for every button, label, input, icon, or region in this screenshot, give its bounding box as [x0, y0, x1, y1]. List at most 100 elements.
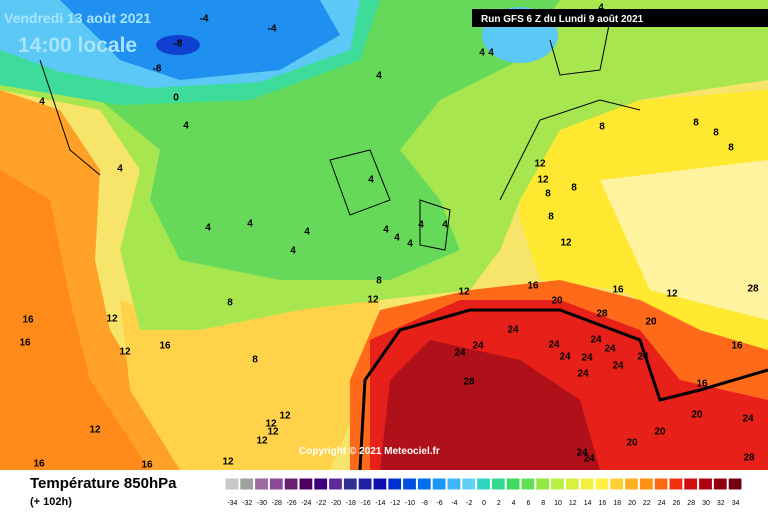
contour-label: 4 — [442, 220, 448, 231]
colorbar-swatch — [490, 477, 506, 491]
contour-label: 4 — [117, 164, 123, 175]
contour-label: 16 — [33, 459, 45, 470]
contour-label: 24 — [559, 352, 571, 363]
colorbar-swatch — [712, 477, 728, 491]
colorbar-label: -26 — [287, 500, 297, 507]
colorbar-swatch — [520, 477, 536, 491]
legend-title: Température 850hPa — [30, 475, 177, 492]
contour-label: 8 — [376, 276, 382, 287]
colorbar-swatch — [283, 477, 299, 491]
contour-label: 12 — [89, 425, 101, 436]
colorbar-swatch — [446, 477, 462, 491]
contour-label: 24 — [576, 448, 588, 459]
colorbar-label: 2 — [497, 500, 501, 507]
contour-label: 16 — [159, 341, 171, 352]
colorbar-label: 30 — [702, 500, 710, 507]
run-info: Run GFS 6 Z du Lundi 9 août 2021 — [481, 14, 644, 25]
contour-label: 4 — [407, 239, 413, 250]
colorbar-swatch — [668, 477, 684, 491]
contour-label: 16 — [527, 281, 539, 292]
forecast-time: 14:00 locale — [18, 34, 137, 57]
colorbar-label: 12 — [569, 500, 577, 507]
colorbar-label: -10 — [405, 500, 415, 507]
contour-label: 8 — [571, 183, 577, 194]
contour-label: 20 — [551, 296, 563, 307]
colorbar-swatch — [579, 477, 595, 491]
contour-label: 16 — [19, 338, 31, 349]
colorbar-swatch — [535, 477, 551, 491]
colorbar-label: -2 — [466, 500, 472, 507]
contour-label: 8 — [599, 122, 605, 133]
colorbar-label: -4 — [451, 500, 457, 507]
contour-label: 4 — [383, 225, 389, 236]
colorbar-swatch — [594, 477, 610, 491]
colorbar-swatch — [564, 477, 580, 491]
colorbar-label: -22 — [316, 500, 326, 507]
contour-label: 12 — [119, 347, 131, 358]
contour-label: 4 — [598, 3, 604, 14]
colorbar-swatch — [727, 477, 743, 491]
colorbar-swatch — [431, 477, 447, 491]
contour-label: 28 — [463, 377, 475, 388]
colorbar-swatch — [387, 477, 403, 491]
contour-label: 4 — [183, 121, 189, 132]
colorbar-swatch — [298, 477, 314, 491]
contour-label: 12 — [666, 289, 678, 300]
colorbar-swatch — [313, 477, 329, 491]
contour-label: 28 — [747, 284, 759, 295]
contour-label: 24 — [577, 369, 589, 380]
contour-label: 24 — [472, 341, 484, 352]
contour-label: 20 — [626, 438, 638, 449]
contour-label: 24 — [548, 340, 560, 351]
colorbar-swatch — [254, 477, 269, 491]
colorbar-label: 22 — [643, 500, 651, 507]
contour-label: 12 — [458, 287, 470, 298]
colorbar-label: -18 — [346, 500, 356, 507]
contour-label: 20 — [654, 427, 666, 438]
run-box — [472, 9, 768, 27]
contour-label: 12 — [106, 314, 118, 325]
colorbar-label: -12 — [390, 500, 400, 507]
contour-label: 12 — [367, 295, 379, 306]
contour-label: 24 — [590, 335, 602, 346]
contour-label: 4 — [394, 233, 400, 244]
contour-label: 12 — [267, 427, 279, 438]
contour-label: 12 — [534, 159, 546, 170]
contour-label: 4 — [205, 223, 211, 234]
contour-label: 28 — [596, 309, 608, 320]
colorbar-label: 8 — [541, 500, 545, 507]
colorbar-swatch — [402, 477, 417, 491]
colorbar-swatch — [476, 477, 491, 491]
colorbar-swatch — [416, 477, 432, 491]
contour-label: 24 — [637, 352, 649, 363]
contour-label: 8 — [548, 212, 554, 223]
contour-label: -8 — [174, 39, 183, 50]
colorbar-label: -34 — [227, 500, 237, 507]
contour-label: 8 — [728, 143, 734, 154]
colorbar-label: 34 — [732, 500, 740, 507]
contour-label: 4 — [39, 97, 45, 108]
colorbar-swatch — [372, 477, 388, 491]
contour-label: 8 — [545, 189, 551, 200]
colorbar-swatch — [653, 477, 669, 491]
forecast-date: Vendredi 13 août 2021 — [4, 10, 151, 26]
contour-label: 12 — [279, 411, 291, 422]
colorbar-label: 0 — [482, 500, 486, 507]
contour-label: 4 — [479, 48, 485, 59]
copyright: Copyright © 2021 Meteociel.fr — [299, 446, 440, 457]
contour-label: 4 — [290, 246, 296, 257]
colorbar-swatch — [609, 477, 625, 491]
contour-label: 12 — [265, 419, 277, 430]
contour-label: 4 — [247, 219, 253, 230]
colorbar-label: -16 — [361, 500, 371, 507]
colorbar-label: 28 — [687, 500, 695, 507]
colorbar-swatch — [239, 477, 255, 491]
contour-label: 28 — [743, 453, 755, 464]
colorbar-swatch — [224, 477, 240, 491]
contour-label: -4 — [268, 24, 277, 35]
contour-label: 8 — [252, 355, 258, 366]
colorbar-label: -6 — [436, 500, 442, 507]
contour-label: 4 — [368, 175, 374, 186]
